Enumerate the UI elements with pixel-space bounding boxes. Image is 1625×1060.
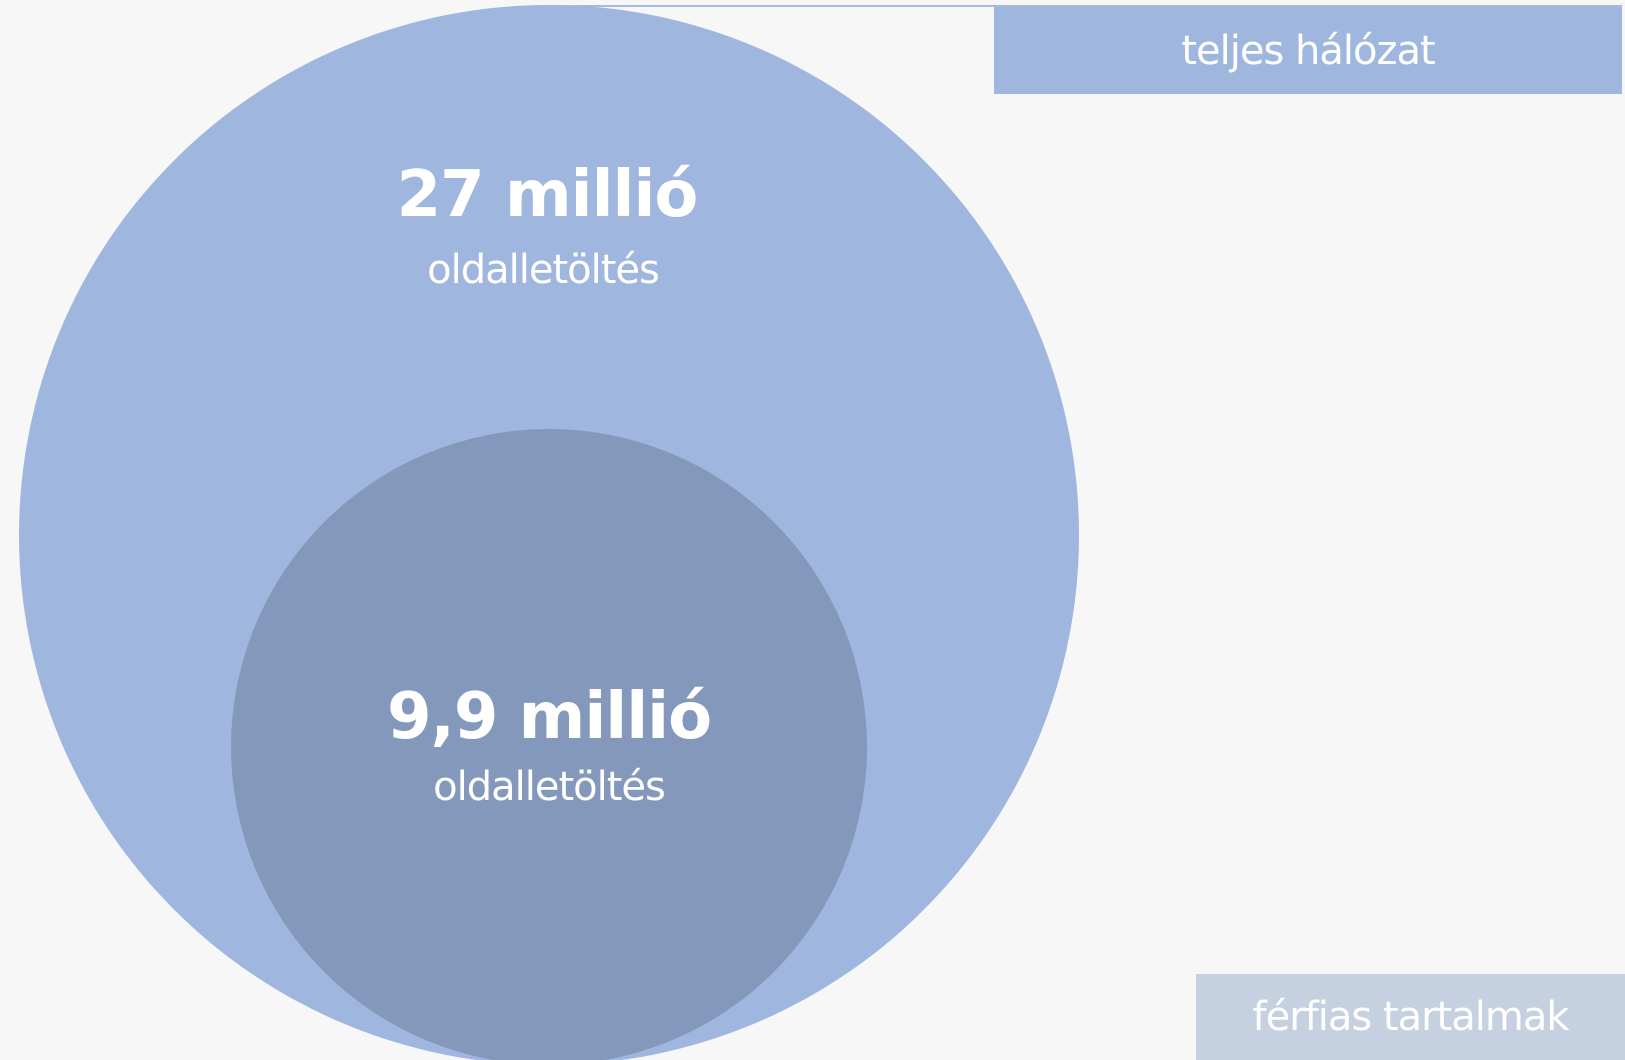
mens-pageviews-unit: oldalletöltés <box>433 764 665 810</box>
total-pageviews-value: 27 millió <box>397 158 698 232</box>
legend-total-network: teljes hálózat <box>994 7 1622 94</box>
mens-content-circle <box>231 429 867 1060</box>
legend-mens-content-label: férfias tartalmak <box>1252 994 1570 1040</box>
legend-total-network-label: teljes hálózat <box>1181 27 1435 74</box>
legend-mens-content: férfias tartalmak <box>1196 974 1625 1060</box>
total-pageviews-unit: oldalletöltés <box>427 247 659 293</box>
mens-pageviews-value: 9,9 millió <box>387 680 711 754</box>
